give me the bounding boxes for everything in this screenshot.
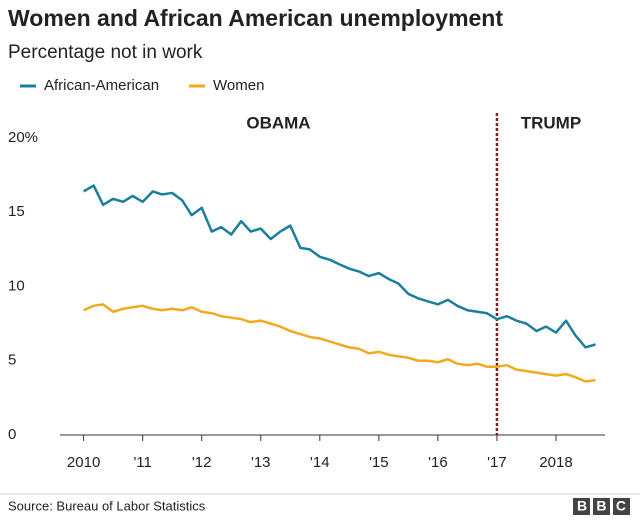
- logo: BBC: [573, 498, 635, 515]
- x-tick-label: 2018: [539, 454, 572, 471]
- y-tick-label: 20%: [8, 129, 38, 146]
- y-tick-label: 15: [8, 203, 25, 220]
- chart-subtitle: Percentage not in work: [8, 42, 203, 63]
- logo-text: BBC: [577, 498, 635, 514]
- x-tick-label: '11: [133, 454, 151, 471]
- x-tick-label: '14: [310, 454, 330, 471]
- series-line: [83, 303, 596, 383]
- x-tick-label: '16: [428, 454, 448, 471]
- annotation: OBAMA: [246, 113, 310, 132]
- x-tick-label: 2010: [67, 454, 100, 471]
- x-tick-label: '17: [487, 454, 507, 471]
- x-tick-label: '13: [251, 454, 271, 471]
- y-tick-label: 10: [8, 277, 25, 294]
- annotation: TRUMP: [521, 113, 581, 132]
- legend-label: Women: [213, 77, 264, 94]
- series-line: [82, 184, 596, 349]
- y-tick-label: 5: [8, 352, 16, 369]
- y-tick-label: 0: [8, 426, 16, 443]
- x-tick-label: '15: [369, 454, 389, 471]
- legend-label: African-American: [44, 77, 159, 94]
- source: Source: Bureau of Labor Statistics: [8, 498, 206, 513]
- x-tick-label: '12: [192, 454, 212, 471]
- chart-title: Women and African American unemployment: [8, 5, 503, 31]
